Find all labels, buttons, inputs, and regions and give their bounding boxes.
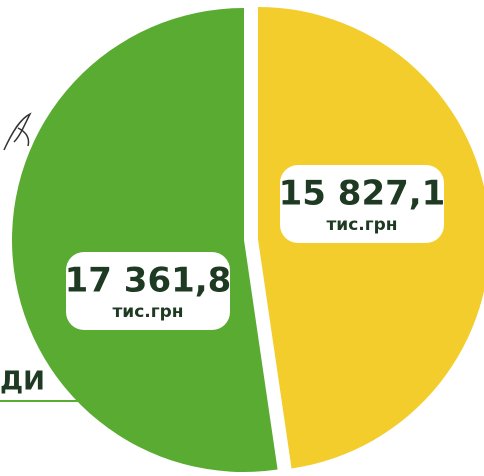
pie-slice — [12, 8, 278, 472]
value-label: 15 827,1 — [279, 174, 446, 214]
annotation: ДИ — [0, 367, 45, 397]
unit-label: тис.грн — [326, 215, 397, 235]
unit-label: тис.грн — [112, 302, 183, 322]
chart: ДИ 15 827,1тис.грн17 361,8тис.грн — [0, 0, 484, 476]
sketch-icon — [4, 114, 30, 150]
value-label: 17 361,8 — [65, 261, 232, 301]
